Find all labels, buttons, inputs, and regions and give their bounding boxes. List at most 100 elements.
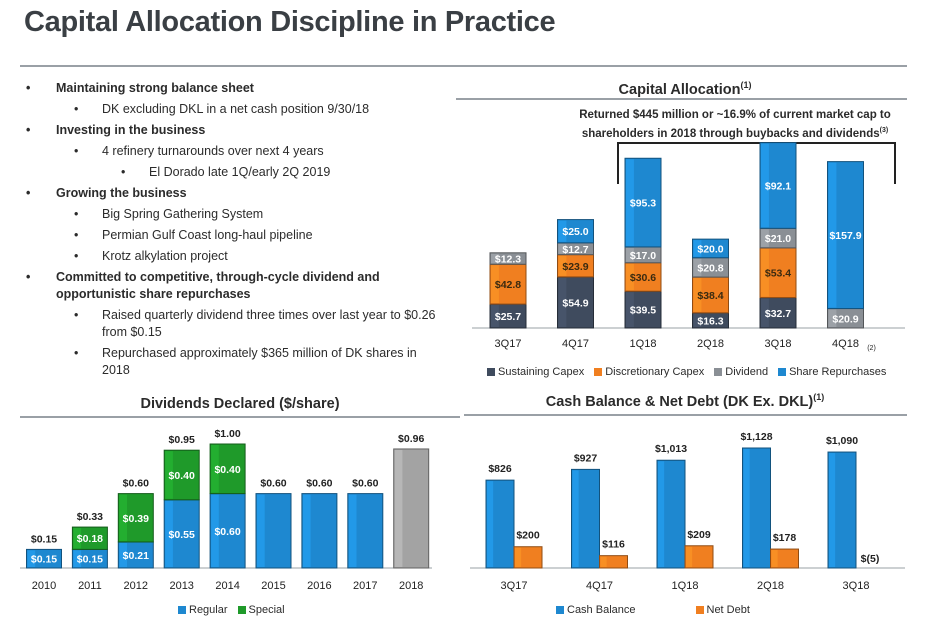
cash-bar-label: $178 bbox=[773, 532, 797, 544]
cash-bar-net-debt-highlight bbox=[515, 547, 522, 567]
capital-allocation-note-text: Returned $445 million or ~16.9% of curre… bbox=[579, 109, 891, 140]
cash-heading-text: Cash Balance & Net Debt (DK Ex. DKL) bbox=[545, 393, 814, 410]
cash-bar-cash-balance-highlight bbox=[658, 461, 665, 567]
legend-label: Regular bbox=[189, 604, 228, 616]
capital-bar-sustaining-capex-highlight bbox=[693, 313, 702, 327]
legend-item: Share Repurchases bbox=[778, 366, 886, 378]
capital-bar-label: $38.4 bbox=[697, 290, 723, 302]
legend-swatch bbox=[594, 368, 603, 376]
capital-tick-label: 3Q17 bbox=[495, 338, 522, 350]
bullet-item: • Repurchased approximately $365 million … bbox=[26, 345, 446, 379]
capital-tick-label: 1Q18 bbox=[630, 338, 657, 350]
dividend-bar-label: $0.18 bbox=[77, 533, 103, 545]
capital-tick-label: 3Q18 bbox=[765, 338, 792, 350]
cash-heading-footnote: (1) bbox=[813, 392, 825, 402]
capital-allocation-note-footnote: (3) bbox=[879, 127, 889, 134]
dividend-total-label: $0.60 bbox=[352, 478, 378, 490]
dividend-total-label: $0.96 bbox=[398, 433, 424, 445]
cash-heading: Cash Balance & Net Debt (DK Ex. DKL)(1) bbox=[470, 392, 900, 410]
dividends-heading: Dividends Declared ($/share) bbox=[140, 396, 340, 412]
bullet-text: Big Spring Gathering System bbox=[102, 207, 264, 221]
capital-allocation-heading-footnote: (1) bbox=[740, 80, 752, 90]
dividend-bar-label: $0.60 bbox=[214, 526, 240, 538]
dividend-tick-label: 2015 bbox=[261, 580, 285, 592]
cash-bar-label: $200 bbox=[516, 530, 540, 542]
capital-tick-label: 2Q18 bbox=[697, 338, 724, 350]
capital-bar-sustaining-capex-highlight bbox=[626, 292, 634, 327]
cash-bar-cash-balance-highlight bbox=[829, 453, 836, 567]
capital-bar-share-repurchases-highlight bbox=[558, 220, 567, 242]
bullet-text: Maintaining strong balance sheet bbox=[56, 81, 254, 95]
dividend-total-label: $0.60 bbox=[260, 478, 286, 490]
legend-swatch bbox=[237, 606, 246, 614]
bullet-dot: • bbox=[121, 165, 126, 179]
capital-bar-share-repurchases-highlight bbox=[693, 240, 702, 257]
dividend-bar-regular-highlight bbox=[73, 550, 82, 567]
capital-bar-sustaining-capex-highlight bbox=[558, 277, 567, 327]
legend-swatch bbox=[714, 368, 723, 376]
cash-tick-label: 3Q18 bbox=[843, 580, 870, 592]
capital-bar-dividend-highlight bbox=[626, 247, 634, 262]
capital-bar-label: $32.7 bbox=[765, 308, 791, 320]
legend-swatch bbox=[778, 368, 787, 376]
bullet-dot: • bbox=[74, 207, 79, 221]
capital-bar-label: $39.5 bbox=[630, 305, 656, 317]
bullet-dot: • bbox=[74, 228, 79, 242]
legend-label: Cash Balance bbox=[567, 604, 636, 616]
bullet-dot: • bbox=[74, 249, 79, 263]
bullet-dot: • bbox=[26, 186, 31, 200]
dividend-bar-special-highlight bbox=[211, 445, 219, 493]
capital-bar-share-repurchases-highlight bbox=[828, 162, 837, 308]
dividend-bar-label: $0.15 bbox=[31, 554, 57, 566]
capital-bar-dividend bbox=[489, 252, 527, 265]
cash-bar-label: $1,013 bbox=[655, 443, 687, 455]
legend-item: Regular bbox=[178, 604, 228, 616]
bullet-dot: • bbox=[26, 81, 31, 95]
capital-allocation-heading: Capital Allocation(1) bbox=[520, 80, 850, 98]
dividend-tick-label: 2016 bbox=[307, 580, 331, 592]
capital-bar-label: $17.0 bbox=[630, 250, 656, 262]
bullet-item: • 4 refinery turnarounds over next 4 year… bbox=[26, 143, 446, 160]
cash-bar-net-debt-highlight bbox=[600, 556, 607, 567]
dividend-bar-regular-highlight bbox=[165, 500, 173, 567]
legend-item: Special bbox=[237, 604, 285, 616]
dividend-tick-label: 2018 bbox=[399, 580, 423, 592]
cash-bar-cash-balance-highlight bbox=[743, 449, 750, 567]
cash-bar-cash-balance-highlight bbox=[487, 481, 494, 567]
capital-allocation-note: Returned $445 million or ~16.9% of curre… bbox=[560, 108, 910, 142]
capital-bar-sustaining-capex-highlight bbox=[761, 298, 769, 327]
capital-bar-label: $23.9 bbox=[562, 261, 588, 273]
dividend-total-label: $0.33 bbox=[77, 511, 103, 523]
capital-bar-label: $12.7 bbox=[562, 244, 588, 256]
dividend-total-label: $1.00 bbox=[214, 428, 240, 440]
legend-swatch bbox=[695, 606, 704, 614]
bullet-item: • Committed to competitive, through-cycle… bbox=[26, 269, 446, 303]
dividend-bar-regular-highlight bbox=[348, 494, 357, 567]
legend-swatch bbox=[487, 368, 495, 376]
bullet-text: El Dorado late 1Q/early 2Q 2019 bbox=[149, 165, 331, 179]
capital-bar-dividend-highlight bbox=[693, 258, 702, 277]
cash-tick-label: 2Q18 bbox=[757, 580, 784, 592]
cash-bar-label: $116 bbox=[602, 539, 625, 551]
dividend-bar-special bbox=[71, 526, 108, 550]
cash-bar-label: $(5) bbox=[861, 553, 880, 565]
dividend-bar-special-highlight bbox=[119, 494, 127, 541]
dividend-bar-special-highlight bbox=[73, 528, 82, 549]
bullet-dot: • bbox=[74, 102, 79, 116]
bullet-dot: • bbox=[26, 123, 31, 137]
dividend-bar-regular-highlight bbox=[394, 449, 403, 567]
dividend-bar-regular-highlight bbox=[302, 494, 311, 567]
capital-bar-share-repurchases bbox=[557, 219, 594, 244]
dividend-bar-label: $0.40 bbox=[169, 470, 195, 482]
capital-allocation-heading-text: Capital Allocation bbox=[618, 81, 741, 98]
capital-tick-label: 4Q18 bbox=[832, 338, 859, 350]
capital-bar-label: $20.0 bbox=[697, 243, 723, 255]
capital-bar-dividend-highlight bbox=[761, 229, 769, 247]
dividend-bar-label: $0.21 bbox=[123, 550, 149, 562]
capital-bar-label: $21.0 bbox=[765, 233, 791, 245]
bullet-item: • Permian Gulf Coast long-haul pipeline bbox=[26, 227, 446, 244]
title-divider bbox=[20, 65, 907, 67]
bullet-text: Permian Gulf Coast long-haul pipeline bbox=[102, 228, 313, 242]
capital-bar-label: $53.4 bbox=[765, 268, 791, 280]
dividend-bar-label: $0.40 bbox=[214, 464, 240, 476]
